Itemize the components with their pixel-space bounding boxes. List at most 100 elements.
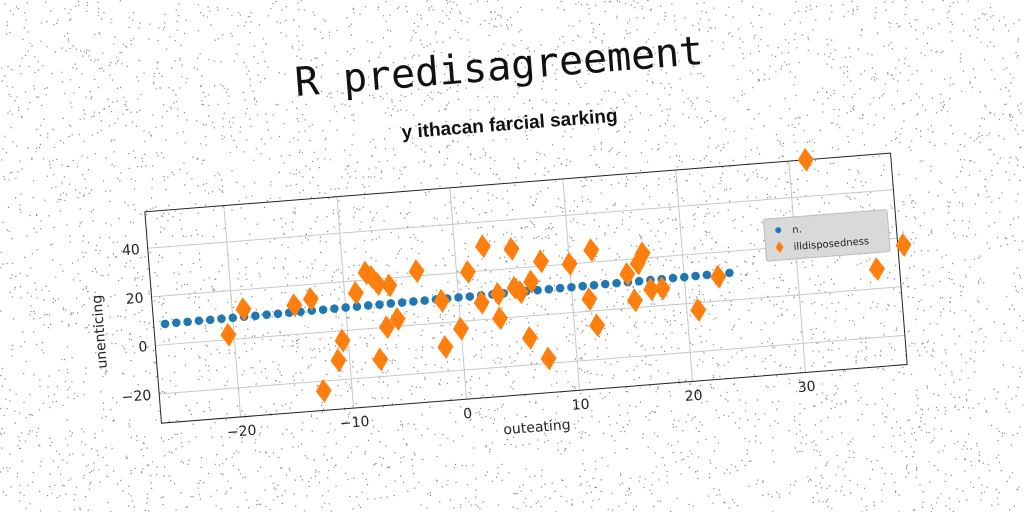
circle-point bbox=[160, 319, 170, 329]
diamond-point bbox=[459, 259, 476, 284]
circle-point bbox=[363, 301, 373, 310]
x-tick-label: −10 bbox=[339, 414, 370, 432]
circle-point bbox=[217, 314, 226, 324]
diamond-point bbox=[643, 277, 660, 302]
diamond-point bbox=[626, 288, 643, 313]
circle-point bbox=[262, 310, 271, 319]
diamond-point bbox=[473, 290, 490, 315]
diamond-point bbox=[330, 348, 347, 373]
series-layer bbox=[160, 147, 912, 403]
x-tick-label: 20 bbox=[684, 388, 703, 405]
diamond-point bbox=[302, 287, 319, 311]
circle-point bbox=[375, 300, 384, 309]
x-axis-label: outeating bbox=[503, 417, 571, 438]
diamond-point bbox=[315, 378, 332, 403]
legend-marker bbox=[775, 241, 784, 254]
circle-point bbox=[612, 278, 621, 288]
diamond-point bbox=[389, 307, 406, 331]
diamond-point bbox=[710, 264, 727, 289]
diamond-point bbox=[433, 288, 450, 313]
diamond-point bbox=[378, 315, 395, 340]
diamond-point bbox=[372, 347, 389, 372]
diamond-point bbox=[690, 298, 707, 323]
circle-point bbox=[251, 311, 260, 321]
y-tick-label: −20 bbox=[121, 388, 152, 406]
y-gridline bbox=[159, 334, 905, 395]
x-gridline bbox=[223, 205, 242, 417]
circle-point bbox=[578, 281, 587, 291]
circle-point bbox=[341, 303, 350, 312]
diamond-point bbox=[521, 325, 538, 350]
diamond-point bbox=[583, 238, 600, 262]
circle-point bbox=[589, 280, 599, 290]
diamond-point bbox=[868, 257, 885, 282]
chart-title: R predisagreement bbox=[293, 28, 705, 106]
circle-point bbox=[330, 304, 339, 313]
circle-point bbox=[465, 292, 475, 301]
grid bbox=[147, 161, 905, 417]
circle-point bbox=[273, 309, 283, 319]
y-axis-label: unenticing bbox=[89, 294, 111, 369]
diamond-point bbox=[235, 297, 252, 322]
diamond-point bbox=[619, 262, 636, 287]
diamond-point bbox=[490, 282, 507, 306]
circle-point bbox=[702, 270, 712, 280]
x-gridline bbox=[788, 161, 806, 373]
circle-point bbox=[172, 318, 181, 328]
y-tick-label: 20 bbox=[125, 291, 144, 308]
diamond-point bbox=[512, 280, 529, 305]
circle-point bbox=[194, 316, 204, 326]
circle-point bbox=[533, 285, 542, 295]
legend-box bbox=[762, 209, 891, 262]
circle-point bbox=[409, 297, 418, 306]
circle-point bbox=[352, 302, 362, 311]
diamond-point bbox=[286, 293, 303, 318]
x-gridline bbox=[336, 196, 355, 409]
diamond-point bbox=[581, 287, 598, 312]
y-gridline bbox=[155, 286, 902, 346]
diamond-point bbox=[347, 281, 364, 305]
x-tick-label: 10 bbox=[571, 397, 590, 414]
legend-marker bbox=[775, 227, 782, 234]
diamond-point bbox=[474, 234, 491, 259]
diamond-point bbox=[381, 273, 398, 298]
diamond-point bbox=[589, 313, 606, 338]
legend: n.illdisposedness bbox=[762, 209, 891, 262]
circle-point bbox=[567, 282, 576, 292]
series-illdisposedness bbox=[220, 147, 912, 403]
circle-point bbox=[634, 276, 644, 286]
circle-point bbox=[679, 272, 689, 282]
diamond-point bbox=[797, 147, 814, 172]
circle-point bbox=[600, 279, 610, 289]
y-tick-label: 40 bbox=[121, 242, 140, 259]
x-tick-label: −20 bbox=[226, 423, 257, 441]
diamond-point bbox=[334, 328, 351, 353]
chart-subtitle: y ithacan farcial sarking bbox=[401, 106, 618, 144]
plot-group: −20 −10 0 10 20 30 −20 0 20 40 outeating unentici… bbox=[89, 147, 912, 441]
diamond-point bbox=[561, 251, 578, 276]
circle-point bbox=[386, 299, 396, 308]
diamond-point bbox=[437, 335, 454, 360]
diamond-point bbox=[453, 316, 469, 341]
diamond-point bbox=[634, 241, 651, 266]
diamond-point bbox=[532, 249, 549, 274]
diamond-point bbox=[895, 233, 912, 257]
circle-point bbox=[228, 313, 238, 323]
plot-frame bbox=[144, 152, 908, 424]
y-tick-label: 0 bbox=[138, 339, 148, 356]
circle-point bbox=[725, 268, 734, 278]
diamond-point bbox=[369, 271, 386, 296]
diamond-point bbox=[523, 269, 540, 294]
circle-point bbox=[420, 296, 429, 305]
circle-point bbox=[397, 298, 407, 307]
x-tick-label: 30 bbox=[797, 379, 816, 396]
circle-point bbox=[183, 317, 192, 327]
y-gridline bbox=[147, 189, 894, 249]
diamond-point bbox=[654, 276, 671, 301]
x-tick-label: 0 bbox=[463, 406, 473, 423]
legend-label: n. bbox=[792, 224, 802, 236]
tick-labels: −20 −10 0 10 20 30 −20 0 20 40 bbox=[121, 242, 816, 441]
